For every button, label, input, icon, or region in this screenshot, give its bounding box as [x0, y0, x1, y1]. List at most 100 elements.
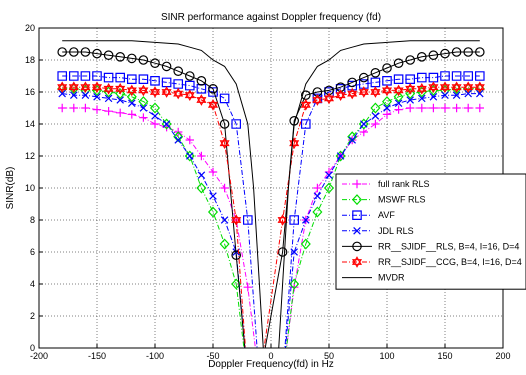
x-tick-label: 0 — [268, 351, 273, 361]
data-point — [405, 74, 415, 84]
data-point — [196, 76, 207, 86]
legend-item: MSWF RLS — [342, 194, 426, 206]
data-point — [162, 120, 171, 128]
data-point — [440, 71, 450, 81]
data-point — [359, 79, 369, 89]
data-point — [439, 81, 451, 94]
data-point — [209, 192, 217, 200]
data-point — [416, 82, 427, 95]
data-point — [475, 71, 485, 81]
data-point — [69, 47, 79, 57]
data-point — [149, 102, 161, 114]
legend-box — [335, 173, 526, 290]
data-point — [139, 113, 148, 122]
data-point — [313, 192, 322, 200]
legend-item: JDL RLS — [342, 226, 414, 236]
data-point — [196, 182, 207, 194]
data-point — [428, 84, 439, 96]
legend-label: full rank RLS — [378, 179, 430, 189]
legend-item: RR__SJIDF__CCG, B=4, I=16, D=4 — [342, 256, 522, 268]
data-point — [290, 248, 298, 256]
data-point — [370, 68, 381, 78]
data-point — [231, 119, 241, 129]
data-point — [207, 206, 219, 218]
data-point — [360, 120, 368, 128]
data-point — [417, 72, 427, 83]
y-tick-label: 12 — [25, 151, 35, 161]
data-point — [382, 63, 392, 73]
series-line — [62, 40, 480, 348]
data-point — [428, 50, 439, 60]
data-point — [115, 82, 126, 95]
data-point — [139, 104, 148, 112]
data-point — [428, 81, 439, 94]
data-point — [184, 150, 195, 162]
legend-label: RR__SJIDF__CCG, B=4, I=16, D=4 — [378, 257, 522, 267]
data-point — [476, 89, 484, 98]
y-tick-label: 10 — [25, 183, 35, 193]
data-point — [197, 151, 206, 161]
data-point — [150, 119, 160, 129]
data-point — [161, 86, 172, 98]
data-point — [452, 103, 461, 113]
data-point — [381, 84, 393, 97]
data-point — [115, 72, 125, 83]
data-point — [405, 82, 416, 95]
x-tick-label: -50 — [206, 351, 219, 361]
data-point — [219, 238, 230, 250]
data-point — [405, 55, 415, 65]
data-point — [92, 71, 102, 81]
data-point — [393, 84, 404, 97]
chart-title: SINR performance against Doppler frequen… — [161, 12, 381, 23]
y-tick-label: 0 — [30, 343, 35, 353]
data-point — [406, 103, 415, 113]
data-point — [128, 99, 136, 107]
series-line — [62, 75, 480, 348]
legend-marker — [351, 194, 363, 206]
series-mvdr — [62, 40, 480, 348]
data-point — [57, 71, 67, 81]
data-point — [138, 84, 149, 97]
legend: full rank RLS MSWF RLS AVF JDL RLS RR__SJIDF… — [335, 173, 526, 290]
data-point — [127, 110, 136, 119]
data-point — [382, 76, 392, 86]
data-point — [300, 98, 311, 111]
series-rr-sjidf-rls-b-4-i-16-d-4 — [57, 47, 485, 348]
data-point — [418, 94, 426, 103]
data-point — [92, 48, 102, 59]
data-point — [208, 87, 218, 97]
legend-marker — [352, 210, 362, 220]
data-point — [370, 86, 381, 98]
data-point — [371, 112, 380, 120]
series-line — [62, 93, 480, 348]
data-point — [451, 81, 462, 94]
data-point — [474, 81, 485, 94]
data-point — [463, 47, 473, 57]
data-point — [115, 51, 125, 62]
data-point — [371, 119, 380, 129]
data-point — [243, 215, 253, 225]
data-point — [370, 77, 381, 88]
data-point — [219, 119, 230, 129]
data-point — [81, 91, 90, 99]
data-point — [302, 216, 310, 224]
data-point — [91, 84, 103, 96]
data-point — [429, 103, 438, 113]
legend-item: AVF — [342, 210, 395, 220]
data-point — [358, 86, 369, 98]
data-point — [441, 91, 449, 99]
data-point — [394, 105, 403, 114]
data-point — [335, 150, 346, 162]
data-point — [91, 81, 103, 94]
series-jdl-rls — [58, 89, 484, 348]
data-point — [348, 136, 356, 144]
data-point — [81, 103, 90, 113]
legend-label: AVF — [378, 210, 395, 220]
legend-label: RR__SJIDF__RLS, B=4, I=16, D=4 — [378, 241, 519, 251]
legend-item: RR__SJIDF__RLS, B=4, I=16, D=4 — [342, 241, 519, 251]
data-point — [370, 102, 381, 114]
data-point — [416, 86, 427, 98]
data-point — [464, 103, 473, 113]
data-point — [57, 81, 68, 94]
data-point — [347, 77, 357, 88]
